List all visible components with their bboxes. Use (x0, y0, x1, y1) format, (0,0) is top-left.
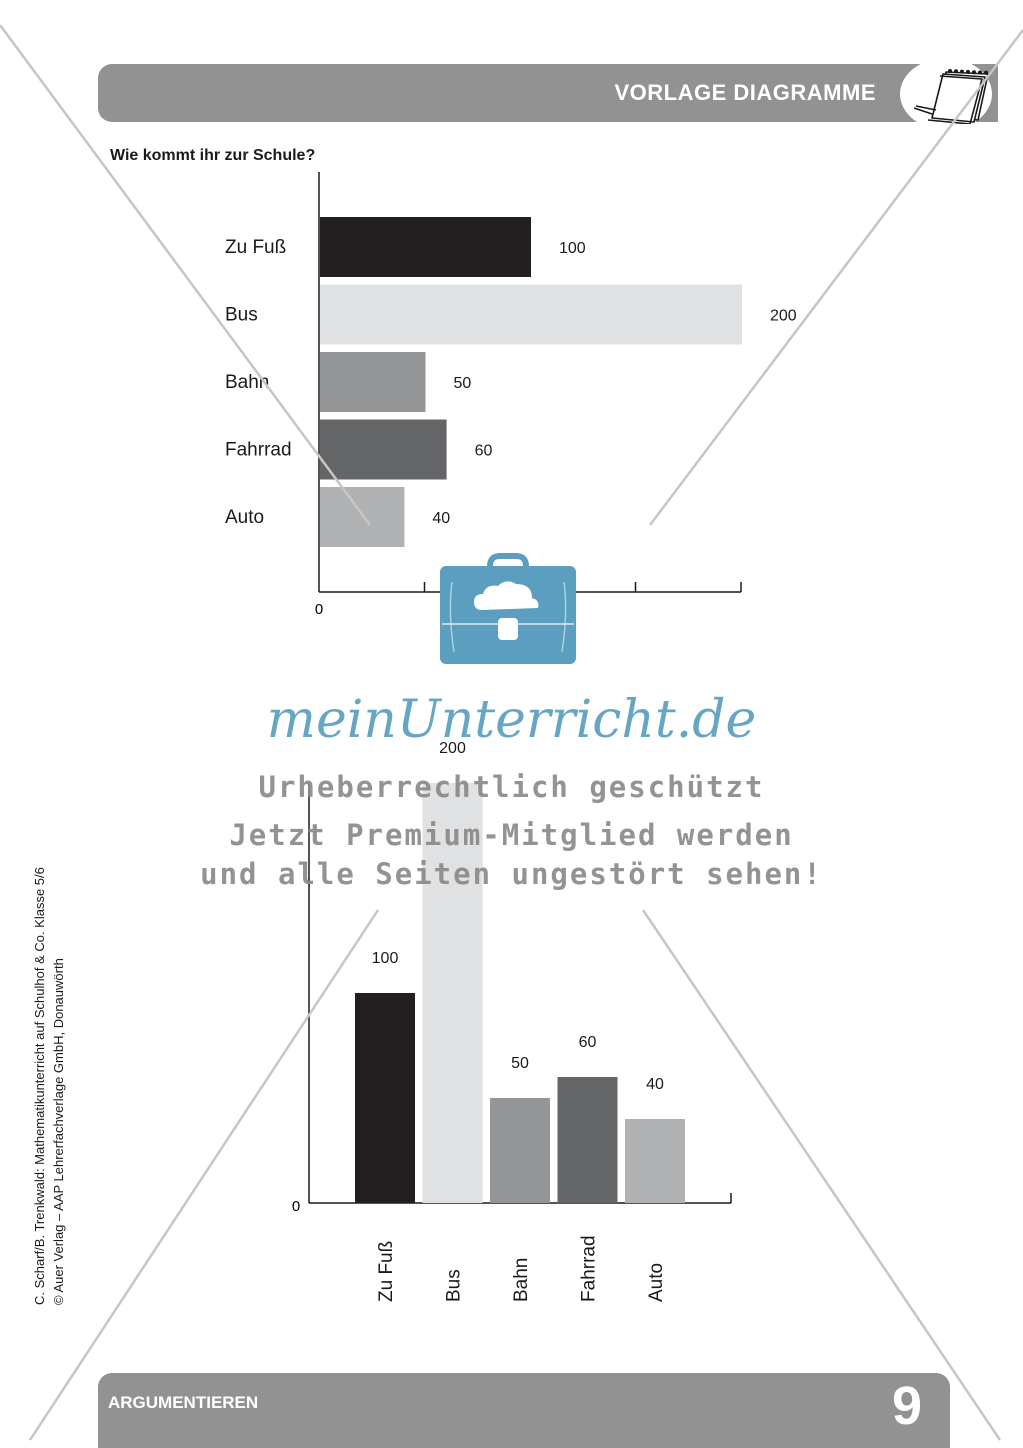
copyright-line-1: C. Scharf/B. Trenkwald: Mathematikunterr… (32, 867, 47, 1305)
v-value-label: 50 (511, 1055, 529, 1072)
v-value-label: 40 (646, 1076, 664, 1093)
footer-bar: ARGUMENTIEREN 9 (98, 1373, 950, 1448)
v-value-label: 60 (579, 1034, 597, 1051)
watermark-brand: meinUnterricht.de (266, 690, 757, 750)
v-category-label: Zu Fuß (376, 1241, 397, 1302)
watermark-line-1: Urheberrechtlich geschützt (258, 770, 765, 804)
h-axis-zero-label: 0 (315, 601, 323, 618)
copyright-sidebar: C. Scharf/B. Trenkwald: Mathematikunterr… (30, 765, 68, 1305)
v-value-label: 200 (439, 740, 466, 757)
h-value-label: 100 (559, 240, 586, 257)
v-category-label: Fahrrad (579, 1235, 600, 1302)
h-value-label: 50 (454, 375, 472, 392)
v-bar-zu-fuss (355, 993, 415, 1203)
v-bar-bahn (490, 1098, 550, 1203)
footer-section-label: ARGUMENTIEREN (108, 1393, 259, 1412)
v-bar-auto (625, 1119, 685, 1203)
h-value-label: 40 (432, 510, 450, 527)
briefcase-cloud-icon (440, 553, 576, 664)
v-category-label: Bus (444, 1269, 465, 1302)
v-bar-bus (422, 783, 483, 1203)
copyright-line-2: © Auer Verlag – AAP Lehrerfachverlage Gm… (51, 958, 66, 1305)
page-number: 9 (891, 1376, 922, 1436)
watermark-line-2: Jetzt Premium-Mitglied werden (229, 818, 794, 852)
watermark-line-3: und alle Seiten ungestört sehen! (200, 857, 823, 891)
v-bar-fahrrad (557, 1077, 618, 1203)
v-value-label: 100 (372, 950, 399, 967)
v-category-label: Auto (646, 1263, 667, 1302)
h-value-label: 60 (475, 443, 493, 460)
v-category-label: Bahn (511, 1258, 532, 1302)
v-axis-zero-label: 0 (292, 1198, 300, 1215)
